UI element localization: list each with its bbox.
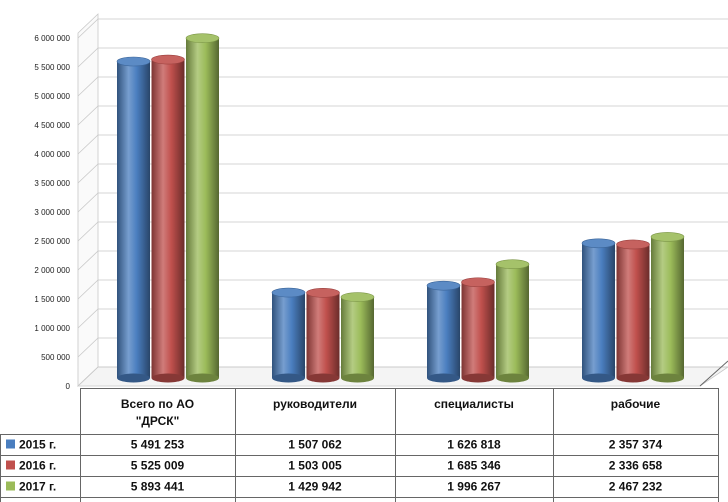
data-label: 1 429 942 — [288, 480, 342, 494]
category-label: специалисты — [434, 397, 514, 411]
bar-base — [651, 373, 684, 383]
category-label: Всего по АО — [121, 397, 194, 411]
y-tick-label: 0 — [66, 382, 71, 391]
bar-body — [272, 292, 305, 378]
category-label: рабочие — [611, 397, 661, 411]
legend-label: 2016 г. — [19, 459, 56, 473]
bar-body — [616, 244, 650, 378]
data-label: 1 507 062 — [288, 438, 342, 452]
y-tick-label: 4 000 000 — [34, 150, 70, 159]
bar-top — [340, 292, 375, 302]
data-label: 2 467 232 — [609, 480, 663, 494]
floor-edge — [699, 360, 728, 387]
data-label: 1 626 818 — [447, 438, 501, 452]
bar — [116, 56, 151, 383]
bar-top — [271, 287, 306, 298]
data-label: 2 336 658 — [609, 459, 663, 473]
y-tick-label: 3 500 000 — [34, 179, 70, 188]
bar-top — [426, 280, 461, 291]
bar-top — [581, 238, 616, 249]
bar-base — [427, 373, 460, 383]
gridline — [77, 163, 728, 184]
bar-top — [495, 259, 530, 270]
y-tick-label: 2 500 000 — [34, 237, 70, 246]
y-tick-label: 500 000 — [41, 353, 70, 362]
legend-label: 2015 г. — [19, 438, 56, 452]
bar-body — [461, 282, 495, 378]
category-label: "ДРСК" — [136, 414, 180, 428]
y-tick-label: 5 500 000 — [34, 63, 70, 72]
bar-base — [186, 373, 219, 383]
y-tick-label: 1 500 000 — [34, 295, 70, 304]
bar-base — [151, 373, 185, 383]
y-tick-label: 2 000 000 — [34, 266, 70, 275]
y-tick-label: 1 000 000 — [34, 324, 70, 333]
bar-top — [151, 54, 185, 65]
gridline — [77, 134, 728, 155]
data-label: 5 491 253 — [131, 438, 185, 452]
y-tick-label: 4 500 000 — [34, 121, 70, 130]
bar — [340, 292, 375, 383]
gridline — [77, 221, 728, 242]
gridline — [77, 76, 728, 97]
y-tick-label: 6 000 000 — [34, 34, 70, 43]
data-label: 5 893 441 — [131, 480, 185, 494]
bar-base — [582, 373, 615, 383]
bar-body — [117, 61, 150, 378]
bar — [185, 33, 220, 383]
bar-top — [616, 239, 650, 250]
bar-body — [651, 236, 684, 378]
y-tick-label: 3 000 000 — [34, 208, 70, 217]
bar — [306, 288, 340, 383]
bar-body — [427, 285, 460, 378]
data-label: 5 525 009 — [131, 459, 185, 473]
data-label: 2 357 374 — [609, 438, 663, 452]
bar-body — [496, 264, 529, 378]
bar-body — [306, 292, 340, 378]
bar-base — [616, 373, 650, 383]
data-label: 1 996 267 — [447, 480, 501, 494]
bar-top — [306, 288, 340, 298]
bar-base — [272, 373, 305, 383]
bar — [616, 239, 650, 383]
bar — [271, 287, 306, 383]
bar-top — [650, 232, 685, 242]
bar — [581, 238, 616, 383]
bar-base — [306, 373, 340, 383]
gridline — [77, 250, 728, 271]
legend-key — [6, 439, 15, 449]
bar-top — [461, 277, 495, 288]
y-tick-label: 5 000 000 — [34, 92, 70, 101]
bar-body — [582, 243, 615, 378]
gridline — [77, 18, 728, 39]
bar-base — [117, 373, 150, 383]
data-label: 1 685 346 — [447, 459, 501, 473]
gridline — [77, 47, 728, 68]
bar-top — [185, 33, 220, 43]
legend-key — [6, 460, 15, 470]
bar-body — [151, 59, 185, 379]
bar-top — [116, 56, 151, 67]
bar — [650, 232, 685, 383]
bar — [461, 277, 495, 383]
legend-label: 2017 г. — [19, 480, 56, 494]
bar-base — [341, 373, 374, 383]
category-label: руководители — [273, 397, 357, 411]
legend-key — [6, 481, 15, 491]
bar-body — [186, 38, 219, 379]
data-table — [0, 388, 719, 502]
gridline — [77, 192, 728, 213]
side-wall — [77, 13, 99, 387]
bar-base — [496, 373, 529, 383]
bar — [151, 54, 185, 383]
data-label: 1 503 005 — [288, 459, 342, 473]
bar-body — [341, 297, 374, 378]
bar — [426, 280, 461, 383]
gridline — [77, 105, 728, 126]
bar — [495, 259, 530, 383]
bar-base — [461, 373, 495, 383]
